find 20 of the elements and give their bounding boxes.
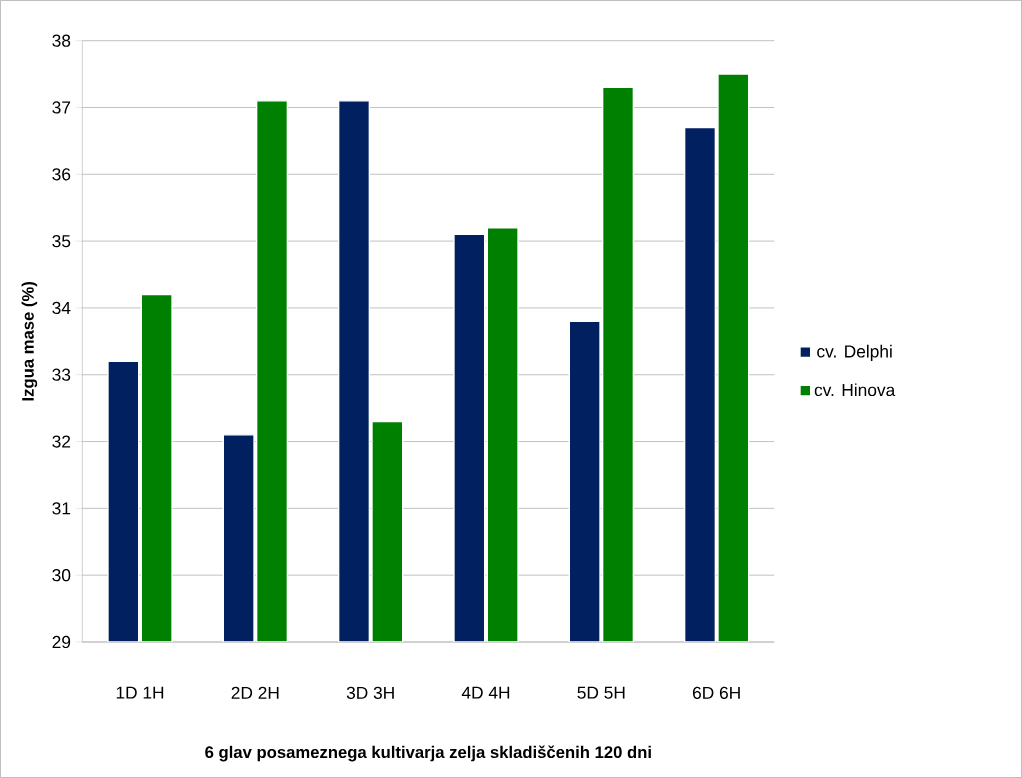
y-tick-label: 33 — [52, 368, 71, 381]
x-tick-label: 3D 3H — [346, 686, 394, 699]
y-tick-label: 32 — [52, 435, 71, 448]
y-tick-label: 38 — [52, 34, 71, 47]
x-tick-label: 6D 6H — [692, 686, 740, 699]
y-axis-title: Izgua mase (%) — [21, 281, 38, 401]
legend-label: cv. Delphi — [817, 344, 892, 361]
x-tick-label: 4D 4H — [461, 686, 510, 699]
y-tick-label: 31 — [52, 502, 71, 515]
y-tick-label: 37 — [52, 101, 71, 114]
x-tick-label: 2D 2H — [231, 686, 279, 699]
legend-label: cv. Hinova — [814, 383, 896, 397]
x-tick-label: 1D 1H — [116, 686, 164, 699]
x-axis-title: 6 glav posameznega kultivarja zelja skladiščenih 120 dni — [205, 745, 651, 762]
x-tick-label: 5D 5H — [577, 686, 625, 699]
y-tick-label: 36 — [52, 168, 71, 181]
y-tick-label: 35 — [52, 234, 71, 248]
y-tick-label: 29 — [52, 635, 71, 649]
y-tick-label: 30 — [52, 569, 71, 582]
y-tick-label: 34 — [52, 301, 71, 315]
